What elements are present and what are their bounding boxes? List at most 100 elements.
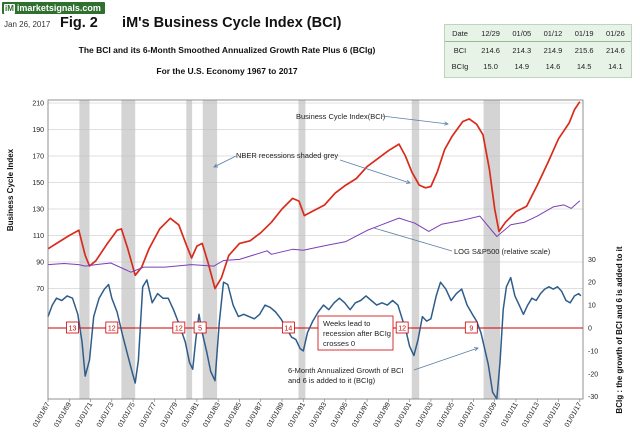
right-tick-label: 0	[588, 326, 592, 333]
x-tick-label: 01/01/67	[32, 401, 52, 428]
x-tick-label: 01/01/75	[117, 401, 137, 428]
brand-logo: iM imarketsignals.com	[2, 2, 105, 14]
x-tick-label: 01/01/09	[479, 401, 499, 428]
chart-subtitle: The BCI and its 6-Month Smoothed Annuali…	[78, 45, 376, 55]
x-tick-label: 01/01/81	[181, 401, 201, 428]
annotations: Business Cycle Index(BCI) NBER recessions…	[213, 112, 551, 385]
left-tick-label: 130	[32, 207, 44, 214]
table-cell: 15.0	[483, 61, 498, 71]
x-tick-label: 01/01/89	[266, 401, 286, 428]
annotation-bcig-arrow	[413, 347, 479, 371]
plot-frame	[47, 99, 584, 400]
left-tick-label: 170	[32, 154, 44, 161]
right-axis-title: BCIg : the growth of BCI and 6 is added …	[615, 246, 624, 413]
recession-band	[483, 100, 501, 399]
recession-band	[298, 100, 306, 399]
lead-week-box	[66, 321, 79, 334]
lead-week-box	[193, 321, 207, 334]
lead-week-label: 12	[108, 326, 116, 333]
right-tick-label: 30	[588, 257, 596, 264]
table-cell: 214.9	[543, 45, 563, 55]
left-tick-label: 150	[32, 180, 44, 187]
annotation-bci-arrow-head	[444, 121, 449, 126]
table-cell: 215.6	[574, 45, 594, 55]
right-tick-label: -20	[588, 371, 598, 378]
right-tick-label: -30	[588, 394, 598, 401]
table-header-cell: 01/26	[599, 25, 631, 42]
x-tick-label: 01/01/85	[223, 401, 243, 428]
x-tick-label: 01/01/07	[457, 401, 477, 428]
annotation-recessions-arrow2	[339, 159, 411, 184]
bcig-series-line	[47, 276, 582, 400]
lead-week-label: 12	[175, 326, 183, 333]
annotation-recessions: NBER recessions shaded grey	[236, 151, 338, 160]
table-cell: 214.3	[512, 45, 532, 55]
left-tick-label: 110	[33, 233, 44, 240]
x-tick-label: 01/01/05	[436, 401, 456, 428]
x-tick-label: 01/01/77	[138, 401, 158, 428]
x-tick-label: 01/01/11	[500, 401, 519, 428]
x-tick-label: 01/01/99	[372, 401, 392, 428]
lead-week-box	[464, 321, 478, 334]
left-tick-label: 210	[32, 101, 44, 108]
x-tick-label: 01/01/83	[202, 401, 222, 428]
x-tick-label: 01/01/17	[564, 401, 584, 428]
lead-week-label: 9	[469, 326, 473, 333]
table-header-cell: 12/29	[475, 25, 507, 42]
x-tick-label: 01/01/73	[96, 401, 116, 428]
table-cell: 14.9	[514, 61, 530, 71]
annotation-recessions-arrow2-head	[405, 179, 411, 184]
left-tick-label: 70	[36, 286, 44, 293]
left-axis-title: Business Cycle Index	[6, 148, 15, 231]
lead-week-label: 13	[69, 326, 77, 333]
x-tick-label: 01/01/95	[330, 401, 350, 428]
table-header-cell: Date	[445, 25, 475, 42]
table-header-cell: 01/12	[537, 25, 569, 42]
right-tick-label: 10	[588, 303, 596, 310]
lead-note-line2: recession after BCIg	[323, 329, 391, 338]
table-cell: 14.5	[576, 61, 592, 71]
annotation-bci: Business Cycle Index(BCI)	[296, 112, 386, 121]
right-tick-label: 20	[588, 280, 596, 287]
annotation-recessions-arrow	[213, 155, 237, 168]
x-tick-label: 01/01/03	[415, 401, 435, 428]
annotation-recessions-arrow-head	[213, 163, 219, 168]
table-header-cell: 01/05	[506, 25, 538, 42]
brand-mark: iM	[4, 4, 15, 14]
chart-title: Fig. 2 iM's Business Cycle Index (BCI)	[60, 15, 342, 31]
left-tick-label: 90	[36, 260, 44, 267]
table-row-label: BCIg	[451, 61, 469, 71]
x-tick-label: 01/01/01	[394, 401, 414, 428]
annotation-bci-arrow	[381, 115, 449, 125]
x-tick-label: 01/01/13	[521, 401, 541, 428]
table-row: BCIg 15.0 14.9 14.6 14.5 14.1	[445, 58, 631, 74]
right-tick-label: -10	[588, 348, 598, 355]
annotation-sp500: LOG S&P500 (relative scale)	[454, 247, 551, 256]
lead-note-box	[317, 315, 394, 351]
lead-note-line3: crosses 0	[323, 339, 355, 348]
lead-note-line1: Weeks lead to	[323, 319, 370, 328]
table-row: BCI 214.6 214.3 214.9 215.6 214.6	[445, 42, 631, 59]
table-cell: 14.6	[545, 61, 561, 71]
x-tick-label: 01/01/97	[351, 401, 371, 428]
annotation-bcig-line2: and 6 is added to it (BCIg)	[288, 376, 376, 385]
x-tick-label: 01/01/93	[309, 401, 329, 428]
report-date: Jan 26, 2017	[4, 20, 51, 29]
chart-period: For the U.S. Economy 1967 to 2017	[156, 66, 298, 76]
x-tick-label: 01/01/91	[287, 401, 307, 428]
recession-band	[411, 100, 420, 399]
bci-values-table: Date 12/29 01/05 01/12 01/19 01/26 BCI 2…	[444, 24, 632, 78]
series-lines	[47, 101, 582, 400]
brand-name: imarketsignals.com	[16, 3, 101, 13]
lead-week-labels: 13 12 12 5 14 12 9	[66, 321, 478, 334]
lead-week-label: 14	[284, 326, 292, 333]
annotation-bcig-arrow-head	[473, 347, 479, 352]
x-tick-label: 01/01/71	[75, 401, 95, 428]
table-cell: 214.6	[481, 45, 500, 55]
x-tick-label: 01/01/15	[543, 401, 563, 428]
annotation-bcig-line1: 6-Month Annualized Growth of BCI	[288, 366, 403, 375]
table-header-row: Date 12/29 01/05 01/12 01/19 01/26	[445, 25, 631, 42]
table-row-label: BCI	[453, 45, 467, 55]
x-tick-label: 01/01/79	[160, 401, 180, 428]
